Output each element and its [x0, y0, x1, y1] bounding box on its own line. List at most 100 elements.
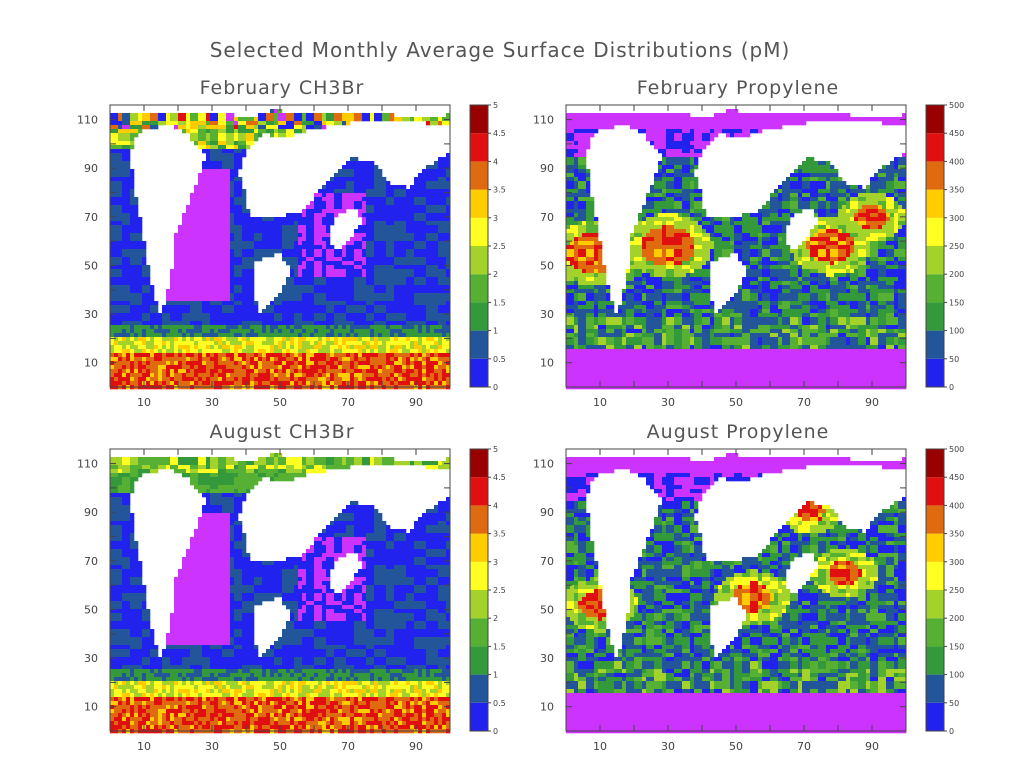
heatmap-cell: [126, 213, 131, 218]
heatmap-cell: [430, 297, 435, 302]
heatmap-cell: [582, 349, 587, 354]
heatmap-cell: [330, 357, 335, 362]
heatmap-cell: [290, 341, 295, 346]
heatmap-cell: [322, 229, 327, 234]
heatmap-cell: [326, 249, 331, 254]
heatmap-cell: [134, 217, 139, 222]
heatmap-cell: [198, 133, 203, 138]
heatmap-cell: [370, 325, 375, 330]
heatmap-cell: [246, 121, 251, 126]
heatmap-cell: [170, 341, 175, 346]
heatmap-cell: [306, 325, 311, 330]
heatmap-cell: [310, 269, 315, 274]
heatmap-cell: [386, 209, 391, 214]
heatmap-cell: [318, 189, 323, 194]
heatmap-cell: [246, 253, 251, 258]
heatmap-cell: [238, 269, 243, 274]
heatmap-cell: [114, 365, 119, 370]
heatmap-cell: [218, 249, 223, 254]
heatmap-cell: [210, 201, 215, 206]
heatmap-cell: [322, 221, 327, 226]
heatmap-cell: [306, 217, 311, 222]
heatmap-cell: [134, 381, 139, 386]
heatmap-cell: [578, 381, 583, 386]
heatmap-cell: [110, 169, 115, 174]
heatmap-cell: [358, 285, 363, 290]
heatmap-cell: [406, 257, 411, 262]
heatmap-cell: [202, 209, 207, 214]
heatmap-cell: [314, 325, 319, 330]
heatmap-cell: [110, 265, 115, 270]
heatmap-cell: [126, 137, 131, 142]
heatmap-cell: [438, 209, 443, 214]
heatmap-cell: [318, 221, 323, 226]
heatmap-cell: [574, 273, 579, 278]
heatmap-cell: [410, 381, 415, 386]
heatmap-cell: [398, 337, 403, 342]
heatmap-cell: [570, 113, 575, 118]
heatmap-cell: [238, 337, 243, 342]
heatmap-cell: [270, 113, 275, 118]
heatmap-cell: [110, 277, 115, 282]
heatmap-cell: [374, 205, 379, 210]
heatmap-cell: [570, 145, 575, 150]
heatmap-cell: [382, 381, 387, 386]
heatmap-cell: [210, 265, 215, 270]
heatmap-cell: [442, 165, 447, 170]
heatmap-cell: [146, 113, 151, 118]
heatmap-cell: [390, 113, 395, 118]
heatmap-cell: [354, 269, 359, 274]
heatmap-cell: [442, 369, 447, 374]
heatmap-cell: [134, 273, 139, 278]
heatmap-cell: [566, 265, 571, 270]
heatmap-cell: [426, 201, 431, 206]
heatmap-cell: [422, 285, 427, 290]
heatmap-cell: [374, 301, 379, 306]
heatmap-cell: [222, 169, 227, 174]
heatmap-cell: [218, 173, 223, 178]
heatmap-cell: [582, 157, 587, 162]
heatmap-cell: [398, 365, 403, 370]
heatmap-cell: [410, 205, 415, 210]
heatmap-cell: [574, 293, 579, 298]
heatmap-cell: [566, 193, 571, 198]
heatmap-cell: [438, 301, 443, 306]
heatmap-cell: [426, 365, 431, 370]
heatmap-cell: [446, 225, 451, 230]
heatmap-cell: [434, 209, 439, 214]
heatmap-cell: [202, 353, 207, 358]
heatmap-cell: [258, 353, 263, 358]
heatmap-cell: [126, 361, 131, 366]
heatmap-cell: [390, 365, 395, 370]
heatmap-cell: [430, 329, 435, 334]
heatmap-cell: [310, 321, 315, 326]
heatmap-cell: [446, 329, 451, 334]
heatmap-cell: [314, 213, 319, 218]
heatmap-cell: [318, 245, 323, 250]
heatmap-cell: [398, 249, 403, 254]
heatmap-cell: [358, 313, 363, 318]
heatmap-cell: [394, 117, 399, 122]
heatmap-cell: [194, 213, 199, 218]
heatmap-cell: [446, 345, 451, 350]
heatmap-cell: [202, 181, 207, 186]
heatmap-cell: [222, 165, 227, 170]
heatmap-cell: [366, 345, 371, 350]
heatmap-cell: [318, 205, 323, 210]
heatmap-cell: [314, 317, 319, 322]
heatmap-cell: [114, 321, 119, 326]
heatmap-cell: [246, 309, 251, 314]
heatmap-cell: [330, 261, 335, 266]
heatmap-cell: [226, 229, 231, 234]
heatmap-cell: [282, 305, 287, 310]
heatmap-cell: [250, 349, 255, 354]
heatmap-cell: [286, 241, 291, 246]
heatmap-cell: [434, 161, 439, 166]
heatmap-cell: [382, 205, 387, 210]
heatmap-cell: [306, 205, 311, 210]
heatmap-cell: [246, 361, 251, 366]
heatmap-cell: [362, 313, 367, 318]
heatmap-cell: [130, 381, 135, 386]
heatmap-cell: [274, 345, 279, 350]
heatmap-cell: [566, 125, 571, 130]
